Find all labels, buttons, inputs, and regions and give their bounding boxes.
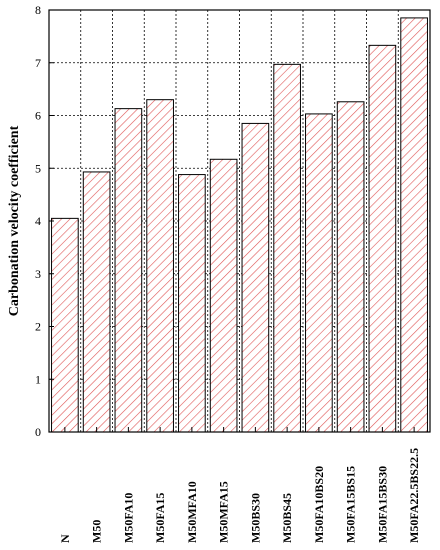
y-axis-label: Carbonation velocity coefficient [7,125,22,316]
y-tick-label: 4 [35,214,41,228]
y-tick-label: 5 [35,161,41,175]
x-category-label: M50FA22.5BS22.5 [407,448,421,543]
y-tick-label: 3 [35,267,41,281]
y-tick-label: 1 [35,372,41,386]
bar-m50bs45 [273,63,301,433]
x-category-label: M50BS45 [280,493,294,543]
y-tick-label: 7 [35,56,41,70]
bars [51,17,428,433]
bar-m50fa15bs15 [336,101,365,433]
bar-m50fa22-5bs22-5 [400,17,428,433]
grid-lines [49,10,430,432]
x-axis-labels: N M50 M50FA10 M50FA15 M50MFA10 M50MFA15 M50BS3… [58,427,421,543]
x-category-label: M50FA15 [153,493,167,543]
bar-m50mfa15 [209,158,238,433]
x-category-label: M50FA10 [121,493,135,543]
bar-m50bs30 [241,122,270,433]
x-category-label: M50FA15BS30 [375,466,389,543]
x-category-label: M50FA15BS15 [344,466,358,543]
bar-m50fa15 [146,99,174,433]
y-tick-label: 6 [35,109,41,123]
x-category-label: M50FA10BS20 [312,466,326,543]
x-category-label: M50MFA10 [185,481,199,543]
x-category-label: M50MFA15 [217,481,231,543]
x-category-label: N [58,534,72,543]
bar-m50 [82,171,111,433]
y-axis-ticks: 0 1 2 3 4 5 6 7 8 [35,3,54,439]
y-tick-label: 0 [35,425,41,439]
bar-m50fa15bs30 [368,44,397,433]
x-category-label: M50BS30 [248,493,262,543]
bar-m50fa10bs20 [305,113,333,433]
bar-m50fa10 [114,108,143,433]
y-tick-label: 8 [35,3,41,17]
bar-n [51,217,79,433]
bar-m50mfa10 [178,174,206,433]
x-category-label: M50 [90,520,104,543]
y-tick-label: 2 [35,320,41,334]
